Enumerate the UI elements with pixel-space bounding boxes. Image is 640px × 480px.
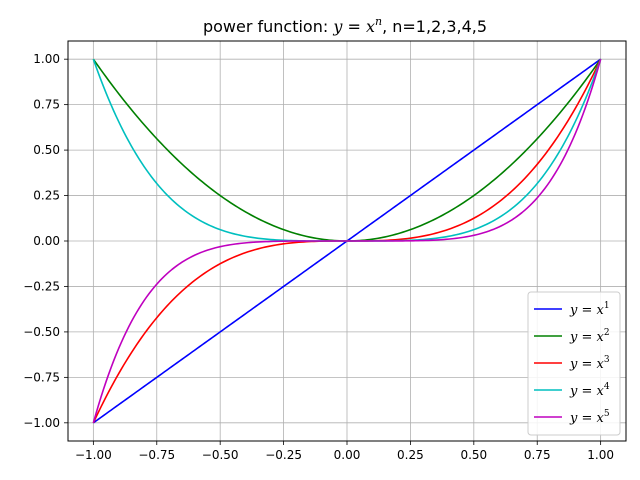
legend-label-n2: y = x2	[569, 328, 610, 345]
legend-label-n1: y = x1	[569, 301, 610, 318]
y-tick-label: 1.00	[33, 52, 60, 66]
x-tick-label: −0.75	[138, 448, 175, 462]
y-tick-label: −0.25	[23, 279, 60, 293]
y-tick-label: −0.50	[23, 325, 60, 339]
x-tick-label: 0.75	[524, 448, 551, 462]
x-tick-label: −1.00	[75, 448, 112, 462]
legend: y = x1 y = x2 y = x3 y = x4 y = x5	[527, 291, 621, 436]
legend-label-n5: y = x5	[569, 409, 610, 426]
y-tick-label: −1.00	[23, 416, 60, 430]
y-tick-label: 0.75	[33, 98, 60, 112]
x-tick-label: −0.50	[202, 448, 239, 462]
x-tick-label: 0.25	[397, 448, 424, 462]
y-tick-label: −0.75	[23, 370, 60, 384]
y-tick-label: 0.50	[33, 143, 60, 157]
y-tick-label: 0.00	[33, 234, 60, 248]
x-tick-label: 0.50	[460, 448, 487, 462]
x-tick-label: −0.25	[265, 448, 302, 462]
legend-box	[527, 291, 621, 436]
series-lines	[92, 58, 602, 424]
x-axis: −1.00 −0.75 −0.50 −0.25 0.00 0.25 0.50 0.75 1.00	[75, 441, 614, 462]
legend-label-n3: y = x3	[569, 355, 610, 372]
y-axis: −1.00 −0.75 −0.50 −0.25 0.00 0.25 0.50 0.75 1.00	[23, 52, 68, 430]
chart-title: power function: y = xn, n=1,2,3,4,5	[203, 15, 487, 36]
legend-label-n4: y = x4	[569, 382, 610, 399]
series-line-n5	[92, 58, 602, 424]
y-tick-label: 0.25	[33, 189, 60, 203]
x-tick-label: 1.00	[587, 448, 614, 462]
x-tick-label: 0.00	[334, 448, 361, 462]
